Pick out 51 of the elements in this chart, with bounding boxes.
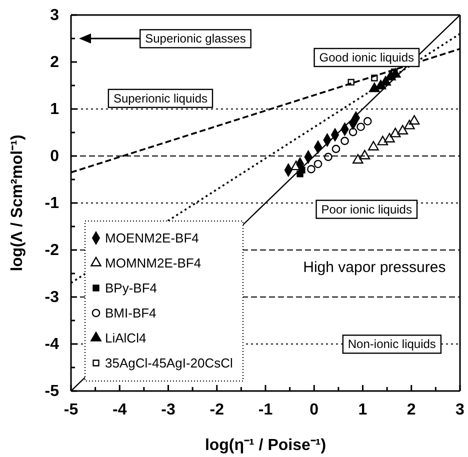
point bbox=[314, 160, 322, 168]
annotation: Superionic liquids bbox=[113, 91, 208, 106]
x-tick-label: -1 bbox=[258, 401, 273, 418]
legend-label: 35AgCl-45AgI-20CsCl bbox=[105, 356, 234, 371]
point bbox=[404, 120, 415, 130]
annotation: Superionic glasses bbox=[145, 32, 246, 46]
x-tick-label: 3 bbox=[456, 401, 465, 418]
point bbox=[340, 136, 349, 146]
legend-label: LiAlCl4 bbox=[105, 330, 146, 346]
legend-label: BPy-BF4 bbox=[105, 280, 158, 296]
annotation: Poor ionic liquids bbox=[321, 202, 412, 216]
point bbox=[348, 128, 358, 136]
x-tick-label: -2 bbox=[210, 401, 224, 418]
y-tick-label: -2 bbox=[44, 242, 60, 260]
x-tick-label: -4 bbox=[112, 401, 127, 418]
x-tick-label: -3 bbox=[161, 401, 176, 418]
point bbox=[408, 115, 420, 125]
point bbox=[348, 78, 354, 86]
y-tick-label: -5 bbox=[44, 383, 60, 400]
y-tick-label: 0 bbox=[50, 148, 60, 166]
annotation: Good ionic liquids bbox=[319, 50, 414, 64]
y-tick-label: 3 bbox=[50, 7, 60, 24]
x-tick-label: -5 bbox=[64, 401, 78, 418]
legend-label: MOMNM2E-BF4 bbox=[105, 256, 202, 271]
point bbox=[377, 136, 388, 146]
legend-label: MOENM2E-BF4 bbox=[105, 230, 199, 246]
point bbox=[397, 124, 408, 134]
x-axis-title: log(η⁻¹ / Poise⁻¹) bbox=[204, 437, 326, 454]
x-tick-label: 2 bbox=[406, 401, 416, 418]
point bbox=[390, 128, 401, 138]
point bbox=[356, 122, 365, 132]
point bbox=[307, 165, 316, 174]
y-axis-title: log(Λ / Scm²mol⁻¹) bbox=[9, 134, 26, 272]
y-tick-label: -1 bbox=[44, 195, 60, 212]
point bbox=[371, 74, 378, 82]
y-tick-label: 2 bbox=[50, 54, 60, 72]
point bbox=[324, 152, 332, 162]
annotation: High vapor pressures bbox=[303, 259, 446, 276]
point bbox=[384, 132, 395, 142]
point bbox=[359, 150, 370, 160]
point bbox=[332, 144, 340, 154]
y-tick-label: -3 bbox=[44, 289, 60, 306]
y-tick-label: -4 bbox=[44, 336, 60, 354]
x-tick-label: 0 bbox=[310, 401, 319, 418]
point bbox=[352, 154, 364, 164]
x-tick-label: 1 bbox=[358, 401, 368, 418]
legend-label: BMI-BF4 bbox=[105, 306, 156, 321]
point bbox=[363, 117, 372, 126]
annotation: Non-ionic liquids bbox=[348, 337, 436, 352]
y-tick-label: 1 bbox=[50, 101, 60, 118]
point bbox=[368, 140, 379, 150]
